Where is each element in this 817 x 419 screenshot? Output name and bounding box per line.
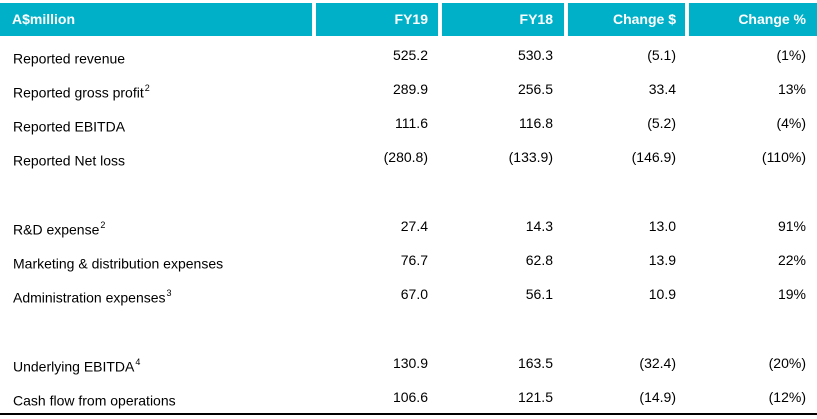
row-fy18-value: 163.5	[517, 355, 553, 371]
row-change-percent-value: (20%)	[768, 355, 806, 371]
table-bottom-divider	[0, 413, 817, 415]
row-fy18-value: (133.9)	[508, 149, 553, 165]
row-fy18-value: 121.5	[517, 389, 553, 405]
row-label: Reported revenue	[13, 40, 126, 70]
row-label: Administration expenses3	[13, 279, 172, 309]
row-change-percent-value: 91%	[777, 218, 806, 234]
row-change-percent-value: (1%)	[776, 47, 806, 63]
row-fy18-value: 14.3	[525, 218, 553, 234]
row-label-text: Cash flow from operations	[13, 392, 176, 409]
header-fy18-column: FY18	[442, 3, 564, 36]
table-row: Marketing & distribution expenses 76.7 6…	[0, 245, 817, 275]
row-change-dollar-value: (5.2)	[647, 115, 676, 131]
header-fy19-column: FY19	[316, 3, 438, 36]
row-fy18-value: 116.8	[519, 115, 553, 131]
table-row: Underlying EBITDA4 130.9 163.5 (32.4) (2…	[0, 348, 817, 378]
row-footnote: 3	[166, 288, 172, 298]
table-row: Cash flow from operations 106.6 121.5 (1…	[0, 382, 817, 412]
row-label-text: Reported EBITDA	[13, 118, 126, 135]
table-row: R&D expense2 27.4 14.3 13.0 91%	[0, 211, 817, 241]
row-fy19-value: 525.2	[392, 47, 428, 63]
row-label: Reported EBITDA	[13, 108, 126, 138]
header-change-percent-column: Change %	[689, 3, 817, 36]
row-label-text: R&D expense	[13, 221, 100, 238]
header-label-column: A$million	[0, 3, 312, 36]
row-change-percent-value: (4%)	[776, 115, 806, 131]
row-change-percent-value: 22%	[777, 252, 806, 268]
row-fy19-value: 67.0	[400, 286, 428, 302]
row-fy18-value: 62.8	[525, 252, 553, 268]
header-change-dollar-column: Change $	[568, 3, 685, 36]
row-change-dollar-value: 10.9	[648, 286, 676, 302]
row-fy18-value: 530.3	[517, 47, 553, 63]
row-label-text: Reported Net loss	[13, 152, 126, 169]
row-label: R&D expense2	[13, 211, 105, 241]
table-header-row: A$million FY19 FY18 Change $ Change %	[0, 0, 817, 40]
row-label-text: Reported revenue	[13, 50, 126, 67]
table-row: Administration expenses3 67.0 56.1 10.9 …	[0, 279, 817, 309]
row-label-text: Underlying EBITDA	[13, 358, 135, 375]
row-fy19-value: 27.4	[400, 218, 428, 234]
table-row: Reported Net loss (280.8) (133.9) (146.9…	[0, 142, 817, 172]
row-change-percent-value: (110%)	[761, 149, 806, 165]
row-change-dollar-value: (32.4)	[639, 355, 676, 371]
row-change-dollar-value: 13.0	[648, 218, 676, 234]
row-label: Marketing & distribution expenses	[13, 245, 224, 275]
row-fy18-value: 56.1	[525, 286, 553, 302]
row-change-percent-value: (12%)	[768, 389, 806, 405]
row-fy19-value: 289.9	[392, 81, 428, 97]
row-fy19-value: 130.9	[392, 355, 428, 371]
row-change-dollar-value: (146.9)	[631, 149, 676, 165]
row-change-dollar-value: (5.1)	[647, 47, 676, 63]
row-label-text: Administration expenses	[13, 289, 166, 306]
row-fy19-value: 106.6	[392, 389, 428, 405]
row-label-text: Reported gross profit	[13, 84, 144, 101]
row-footnote: 4	[135, 357, 141, 367]
row-change-dollar-value: 13.9	[648, 252, 676, 268]
row-label-text: Marketing & distribution expenses	[13, 255, 224, 272]
row-change-percent-value: 19%	[777, 286, 806, 302]
table-row: Reported gross profit2 289.9 256.5 33.4 …	[0, 74, 817, 104]
row-label: Reported gross profit2	[13, 74, 150, 104]
row-label: Reported Net loss	[13, 142, 126, 172]
row-fy19-value: 76.7	[400, 252, 428, 268]
row-fy19-value: 111.6	[395, 115, 428, 131]
row-label: Cash flow from operations	[13, 382, 177, 412]
row-change-dollar-value: 33.4	[648, 81, 676, 97]
row-change-dollar-value: (14.9)	[639, 389, 676, 405]
row-footnote: 2	[100, 220, 106, 230]
table-row: Reported EBITDA 111.6 116.8 (5.2) (4%)	[0, 108, 817, 138]
row-fy19-value: (280.8)	[383, 149, 428, 165]
table-row: Reported revenue 525.2 530.3 (5.1) (1%)	[0, 40, 817, 70]
row-footnote: 2	[144, 83, 150, 93]
row-fy18-value: 256.5	[517, 81, 553, 97]
row-label: Underlying EBITDA4	[13, 348, 140, 378]
row-change-percent-value: 13%	[777, 81, 806, 97]
